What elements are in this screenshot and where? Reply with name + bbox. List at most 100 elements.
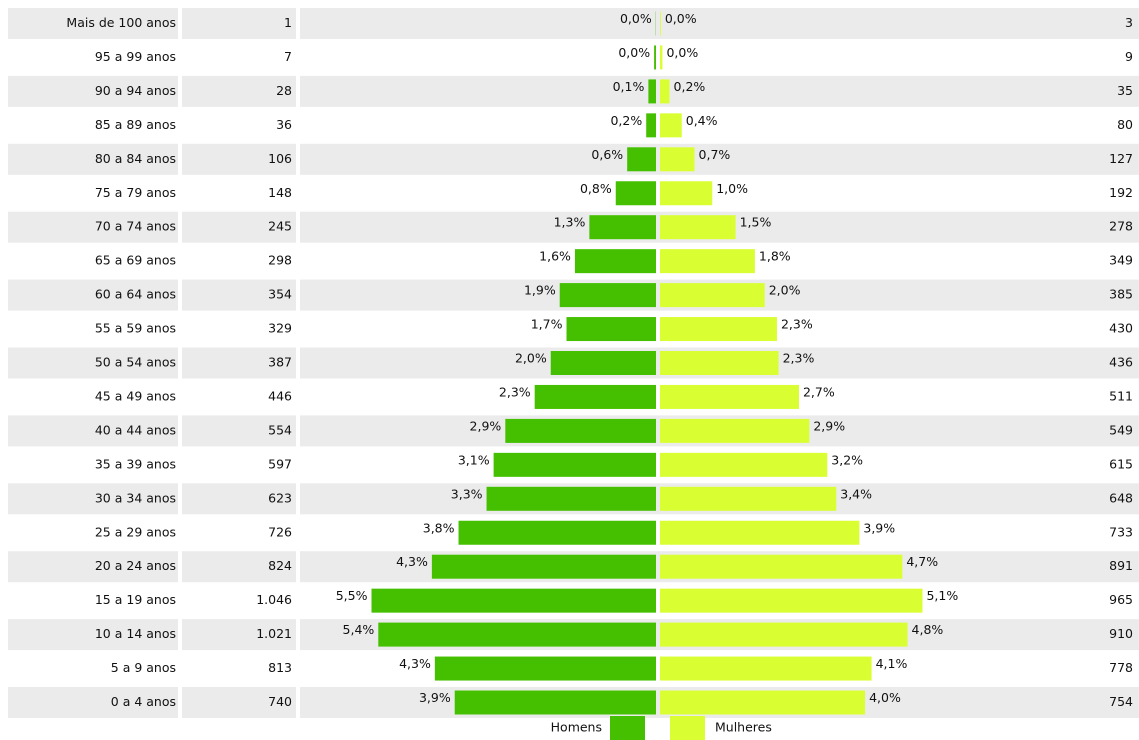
female-bar [660, 113, 682, 138]
category-label: 80 a 84 anos [95, 151, 176, 166]
legend-swatch [610, 716, 645, 740]
male-bar [431, 554, 656, 579]
row-band [8, 8, 178, 39]
row-band [8, 347, 178, 379]
male-count: 726 [268, 524, 292, 539]
female-bar [660, 622, 908, 647]
female-count: 549 [1109, 422, 1133, 437]
male-bar [505, 418, 656, 443]
female-count: 35 [1117, 83, 1133, 98]
female-count: 754 [1109, 694, 1133, 709]
female-count: 349 [1109, 253, 1133, 268]
male-bar [559, 283, 656, 308]
category-label: 30 a 34 anos [95, 490, 176, 505]
category-label: 60 a 64 anos [95, 287, 176, 302]
male-bar [589, 215, 656, 240]
row-band [182, 75, 296, 107]
male-percent: 2,3% [499, 384, 531, 399]
female-percent: 2,7% [803, 384, 835, 399]
male-count: 813 [268, 660, 292, 675]
category-label: 40 a 44 anos [95, 422, 176, 437]
category-label: 25 a 29 anos [95, 524, 176, 539]
male-bar [627, 147, 656, 172]
male-count: 148 [268, 185, 292, 200]
female-percent: 4,7% [906, 554, 938, 569]
female-count: 965 [1109, 592, 1133, 607]
female-bar [660, 147, 695, 172]
male-percent: 0,2% [610, 113, 642, 128]
male-count: 623 [268, 490, 292, 505]
female-count: 511 [1109, 388, 1133, 403]
category-label: 85 a 89 anos [95, 117, 176, 132]
male-count: 298 [268, 253, 292, 268]
male-bar [566, 317, 656, 342]
male-count: 1.021 [256, 626, 292, 641]
male-count: 354 [268, 287, 292, 302]
row-band [182, 211, 296, 243]
female-percent: 1,8% [759, 249, 791, 264]
female-count: 3 [1125, 15, 1133, 30]
female-bar [660, 418, 810, 443]
category-label: 95 a 99 anos [95, 49, 176, 64]
female-percent: 1,0% [716, 181, 748, 196]
female-bar [660, 181, 713, 206]
male-bar [648, 79, 656, 104]
male-bar [550, 351, 656, 375]
female-percent: 2,3% [781, 317, 813, 332]
row-band [8, 619, 178, 651]
female-percent: 4,8% [912, 622, 944, 637]
row-band [300, 75, 1139, 107]
female-bar [660, 283, 765, 308]
female-bar [660, 11, 661, 36]
female-count: 192 [1109, 185, 1133, 200]
male-percent: 1,6% [539, 249, 571, 264]
row-band [300, 143, 1139, 175]
male-count: 597 [268, 456, 292, 471]
female-percent: 0,2% [674, 79, 706, 94]
male-count: 446 [268, 388, 292, 403]
female-bar [660, 452, 828, 477]
row-band [182, 279, 296, 311]
row-band [182, 551, 296, 583]
female-count: 430 [1109, 321, 1133, 336]
row-band [8, 551, 178, 583]
male-count: 387 [268, 355, 292, 370]
male-percent: 4,3% [399, 656, 431, 671]
male-percent: 2,9% [470, 418, 502, 433]
category-label: 0 a 4 anos [111, 694, 176, 709]
male-count: 28 [276, 83, 292, 98]
female-count: 9 [1125, 49, 1133, 64]
female-count: 385 [1109, 287, 1133, 302]
male-bar [615, 181, 656, 206]
male-percent: 1,9% [524, 283, 556, 298]
male-count: 245 [268, 219, 292, 234]
row-band [8, 483, 178, 515]
female-percent: 4,0% [869, 690, 901, 705]
category-label: 15 a 19 anos [95, 592, 176, 607]
male-percent: 3,9% [419, 690, 451, 705]
legend-label: Homens [551, 720, 602, 735]
female-bar [660, 656, 872, 681]
male-percent: 5,4% [343, 622, 375, 637]
female-bar [660, 249, 755, 274]
row-band [182, 483, 296, 515]
legend-label: Mulheres [715, 720, 772, 735]
female-count: 910 [1109, 626, 1133, 641]
female-percent: 3,9% [863, 520, 895, 535]
male-bar [574, 249, 656, 274]
row-band [182, 619, 296, 651]
male-percent: 0,1% [613, 79, 645, 94]
female-percent: 0,0% [665, 11, 697, 26]
row-band [8, 415, 178, 447]
category-label: 90 a 94 anos [95, 83, 176, 98]
row-band [8, 143, 178, 175]
male-count: 106 [268, 151, 292, 166]
male-percent: 3,1% [458, 452, 490, 467]
legend-swatch [670, 716, 705, 740]
male-percent: 1,7% [531, 317, 563, 332]
male-percent: 1,3% [554, 215, 586, 230]
category-label: 70 a 74 anos [95, 219, 176, 234]
female-count: 733 [1109, 524, 1133, 539]
row-band [8, 75, 178, 107]
